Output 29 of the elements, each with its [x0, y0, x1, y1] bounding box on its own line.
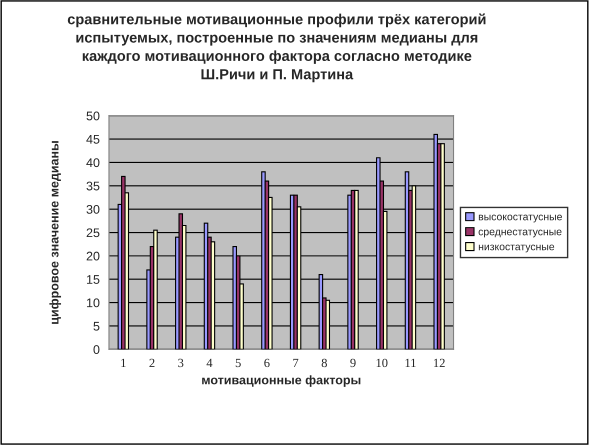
x-tick-label: 10	[376, 358, 388, 368]
y-tick-label: 45	[86, 134, 100, 144]
legend-label: среднестатусные	[478, 230, 562, 238]
y-tick-label: 15	[86, 275, 100, 284]
x-tick-label: 7	[293, 358, 298, 368]
x-tick-label: 3	[178, 358, 184, 368]
x-axis-title: мотивационные факторы	[202, 375, 360, 387]
x-tick-label: 11	[406, 358, 416, 368]
y-tick-label: 40	[86, 158, 100, 168]
y-axis-title: цифровое значение медианы	[49, 141, 62, 324]
y-tick-label: 20	[86, 252, 100, 261]
x-tick-label: 1	[121, 358, 126, 368]
x-tick-label: 6	[264, 358, 270, 368]
y-tick-label: 10	[86, 298, 100, 308]
x-tick-label: 12	[434, 358, 445, 368]
x-tick-label: 2	[149, 358, 154, 368]
legend-label: высокостатусные	[478, 214, 562, 222]
x-tick-label: 8	[322, 358, 327, 368]
y-tick-label: 25	[86, 228, 100, 238]
legend-label: низкостатусные	[478, 244, 554, 252]
y-tick-label: 5	[93, 322, 100, 331]
x-tick-label: 9	[350, 358, 356, 368]
y-tick-label: 30	[86, 204, 100, 214]
x-tick-label: 5	[236, 358, 241, 368]
chart-title: сравнительные мотивационные профили трёх категорий испытуемых, построенные по значениям медианы для каждого мотивационного фактора согласно методике Ш.Ричи и П. Мартина	[68, 13, 486, 82]
y-tick-label: 0	[93, 345, 100, 354]
x-tick-label: 4	[206, 358, 212, 368]
y-tick-label: 50	[86, 112, 100, 120]
y-tick-label: 35	[86, 182, 100, 190]
